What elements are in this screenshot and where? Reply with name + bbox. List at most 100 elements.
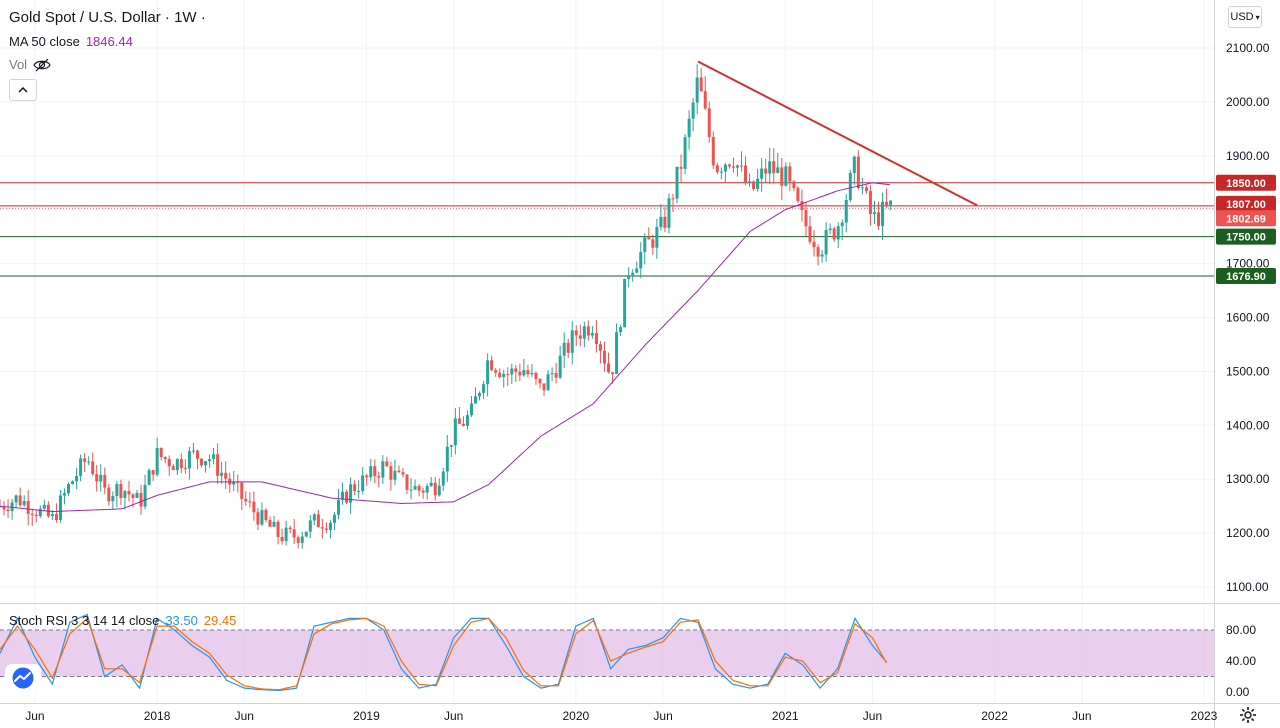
candle-body: [526, 370, 530, 375]
candle-body: [280, 536, 284, 542]
candle-body: [264, 509, 268, 520]
candle-body: [546, 374, 550, 391]
ma-legend[interactable]: MA 50 close 1846.44: [9, 34, 133, 49]
time-scale[interactable]: Jun 2018 Jun 2019 Jun 2020 Jun 2021 Jun 2022 Jun 20…: [25, 709, 1217, 723]
candle-body: [748, 181, 752, 184]
candle-body: [691, 102, 695, 119]
gear-icon[interactable]: [1239, 706, 1257, 724]
time-tick-label: 2023: [1191, 709, 1218, 723]
trendline[interactable]: [697, 60, 978, 207]
candle-body: [768, 161, 772, 174]
candle-body: [316, 514, 320, 528]
candle-body: [95, 474, 99, 482]
candle-body: [598, 344, 602, 351]
candle-body: [272, 521, 276, 527]
price-tick-label: 1600.00: [1226, 311, 1270, 325]
stoch-scale[interactable]: 0.00 40.00 80.00: [1226, 623, 1256, 699]
candle-body: [461, 423, 465, 426]
candle-body: [611, 372, 615, 374]
candle-body: [216, 454, 220, 476]
candle-body: [469, 403, 473, 416]
candle-body: [868, 191, 872, 215]
candle-body: [187, 451, 191, 469]
candle-body: [26, 500, 30, 514]
candle-body: [788, 166, 792, 182]
candle-body: [881, 201, 885, 226]
candle-body: [478, 392, 482, 397]
candle-body: [752, 181, 756, 189]
candle-body: [240, 482, 244, 499]
time-tick-label: Jun: [235, 709, 254, 723]
candle-body: [393, 470, 397, 480]
candle-body: [42, 504, 46, 509]
candle-body: [22, 500, 26, 506]
candle-body: [6, 509, 10, 512]
candle-body: [619, 327, 623, 333]
candle-body: [627, 275, 631, 279]
candle-body: [482, 384, 486, 393]
candle-body: [308, 520, 312, 532]
price-scale[interactable]: 1100.00 1200.00 1300.00 1400.00 1500.00 1600.…: [1226, 41, 1270, 594]
eye-hidden-icon[interactable]: [33, 58, 51, 72]
collapse-legend-button[interactable]: [9, 79, 37, 101]
candle-body: [341, 491, 345, 500]
candle-body: [296, 537, 300, 543]
candle-body: [607, 363, 611, 373]
candle-body: [385, 461, 389, 467]
candle-body: [147, 470, 151, 485]
candle-body: [643, 237, 647, 252]
ma-value: 1846.44: [85, 34, 133, 49]
vol-legend[interactable]: Vol: [9, 57, 51, 72]
candle-body: [79, 458, 83, 476]
candle-body: [30, 513, 34, 515]
candle-body: [675, 166, 679, 199]
candle-body: [836, 226, 840, 240]
level-label-bg: [1216, 210, 1276, 227]
candle-body: [119, 484, 123, 498]
candle-body: [179, 459, 183, 469]
symbol-name: Gold Spot / U.S. Dollar: [9, 9, 161, 26]
time-tick-label: 2019: [353, 709, 380, 723]
candle-body: [159, 447, 163, 457]
candle-body: [208, 459, 212, 462]
time-tick-label: Jun: [444, 709, 463, 723]
candle-body: [433, 482, 437, 496]
candle-body: [550, 373, 554, 375]
candle-body: [784, 166, 788, 186]
candle-body: [562, 342, 566, 356]
candle-body: [244, 498, 248, 502]
candle-body: [425, 485, 429, 493]
candle-body: [586, 326, 590, 336]
candle-body: [602, 350, 606, 364]
time-tick-label: Jun: [1072, 709, 1091, 723]
candle-body: [437, 485, 441, 496]
chevron-down-icon: ▾: [1255, 12, 1260, 22]
stoch-legend[interactable]: Stoch RSI 3 3 14 14 close 33.50 29.45: [9, 613, 236, 628]
interval-label[interactable]: 1W: [174, 9, 197, 26]
candle-body: [417, 485, 421, 491]
candle-body: [510, 368, 514, 375]
candle-body: [667, 198, 671, 228]
candle-body: [522, 370, 526, 376]
candle-body: [143, 484, 147, 507]
candle-body: [397, 470, 401, 473]
candle-body: [405, 474, 409, 490]
price-tick-label: 1500.00: [1226, 364, 1270, 378]
symbol-title[interactable]: Gold Spot / U.S. Dollar · 1W ·: [9, 9, 206, 26]
candle-body: [582, 326, 586, 339]
candle-body: [361, 475, 365, 492]
currency-select[interactable]: USD ▾: [1228, 6, 1262, 28]
candle-body: [727, 164, 731, 167]
candle-body: [590, 333, 594, 336]
candle-body: [421, 490, 425, 493]
candle-body: [389, 466, 393, 480]
candle-body: [2, 506, 6, 510]
candle-body: [87, 461, 91, 463]
tradingview-logo[interactable]: [5, 664, 41, 692]
stoch-k-value: 33.50: [165, 613, 198, 628]
candle-body: [377, 476, 381, 478]
candle-body: [663, 216, 667, 228]
candle-body: [232, 481, 236, 485]
candle-body: [872, 212, 876, 215]
